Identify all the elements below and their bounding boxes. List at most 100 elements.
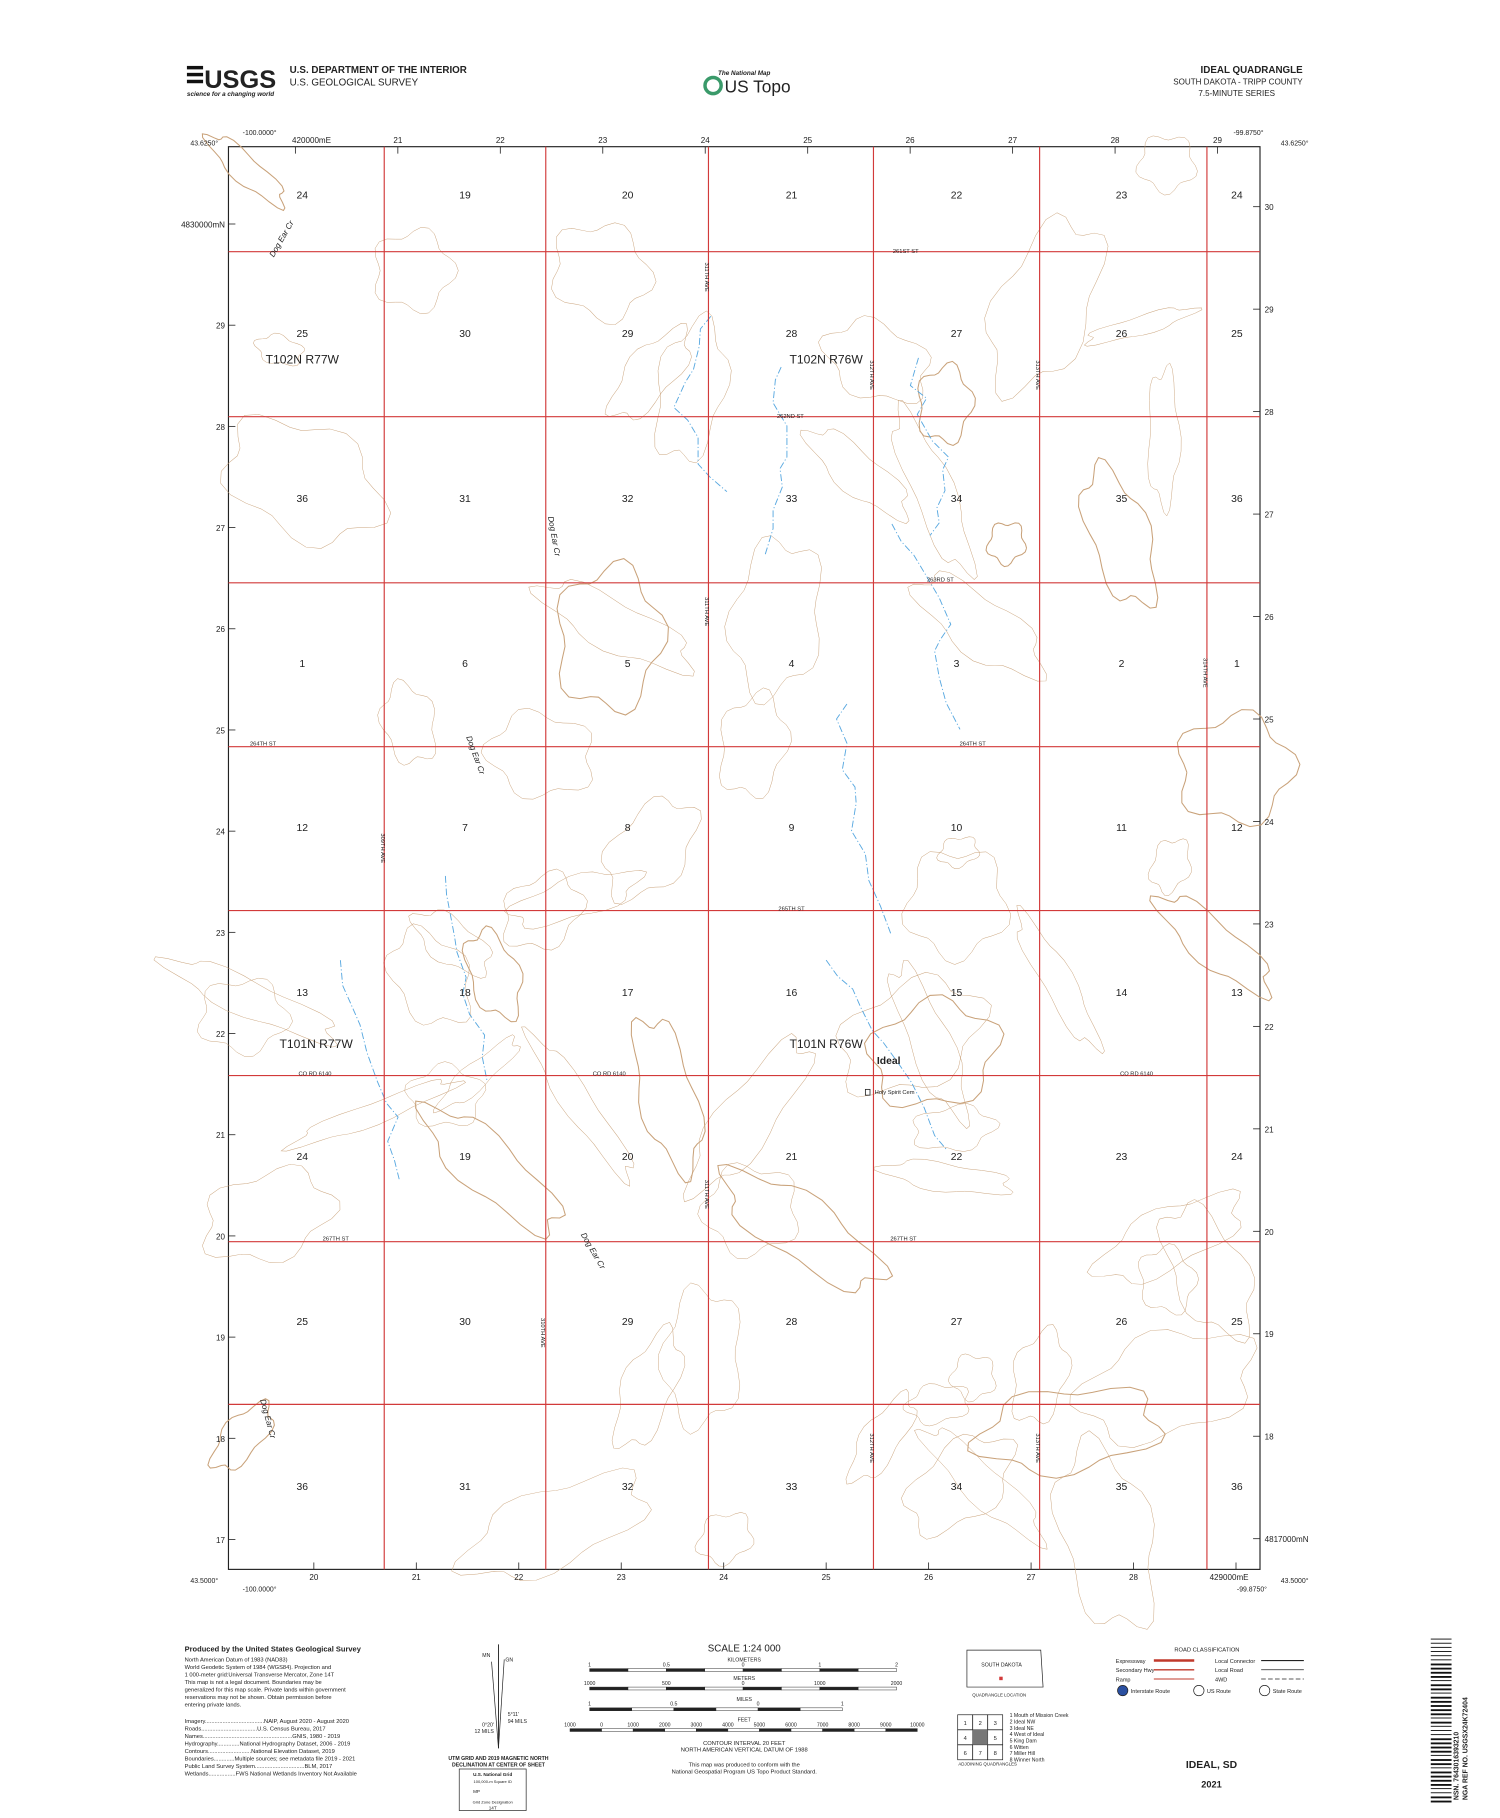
section-number: 13 [1231, 988, 1243, 999]
scale-bar [757, 1707, 801, 1711]
road-label: 267TH ST [323, 1237, 350, 1243]
usgs-tagline: science for a changing world [187, 91, 274, 98]
grid-tick-label: 22 [514, 1573, 523, 1582]
section-number: 2 [1119, 659, 1125, 670]
section-number: 29 [622, 1317, 634, 1328]
grid-tick-label: 4830000mN [181, 220, 225, 229]
barcode-bar [1430, 1680, 1452, 1682]
contour [1011, 1324, 1073, 1425]
barcode-bar [1430, 1709, 1452, 1712]
grid-tick-label: 23 [1265, 920, 1274, 929]
barcode-bar [1430, 1771, 1452, 1774]
scale-label: 2000 [891, 1681, 903, 1687]
stream [836, 703, 892, 934]
road-label: 261ST ST [893, 249, 919, 255]
barcode-bar [1430, 1788, 1452, 1790]
grid-tick-label: 21 [216, 1131, 225, 1140]
barcode-bar [1430, 1796, 1452, 1799]
scale-label: 1000 [627, 1722, 639, 1728]
scale-bar [704, 1668, 744, 1672]
barcode-bar [1430, 1705, 1452, 1707]
grid-tick-label: 24 [719, 1573, 728, 1582]
grid-tick-label: 22 [1265, 1023, 1274, 1032]
contour [1069, 1329, 1258, 1448]
grid-tick-label: 25 [1265, 715, 1274, 724]
adjoining-center [972, 1729, 988, 1745]
scale-unit: KILOMETERS [728, 1658, 762, 1664]
scale-label: 1 [588, 1662, 591, 1668]
section-number: 31 [459, 494, 471, 505]
barcode-bar [1430, 1746, 1452, 1749]
declination-label: 0°20' [482, 1722, 494, 1728]
grid-tick-label: 420000mE [292, 136, 332, 145]
section-number: 6 [462, 659, 468, 670]
section-number: 21 [786, 191, 798, 202]
declination-caption: DECLINATION AT CENTER OF SHEET [452, 1763, 546, 1769]
section-number: 21 [786, 1152, 798, 1163]
credit: Wetlands.................FWS National We… [185, 1771, 357, 1777]
contour [153, 956, 339, 1048]
legend-label: Interstate Route [1131, 1689, 1170, 1695]
section-number: 26 [1116, 329, 1128, 340]
barcode-bar [1430, 1696, 1452, 1699]
note: This map is not a legal document. Bounda… [185, 1680, 322, 1686]
barcode-bar [1430, 1775, 1452, 1778]
section-number: 1 [1234, 659, 1240, 670]
section-number: 24 [1231, 191, 1243, 202]
national-map: The National Map [718, 70, 771, 77]
scale-label: 1000 [814, 1681, 826, 1687]
scale-bar [822, 1728, 855, 1732]
credit: Roads...................................… [185, 1726, 326, 1732]
road-label: 263RD ST [927, 578, 954, 584]
adjoining-name: 3 Ideal NE [1010, 1726, 1035, 1732]
grid-tick-label: 19 [1265, 1330, 1274, 1339]
grid-tick-label: 28 [1111, 136, 1120, 145]
corner-coordinate: 43.5000° [190, 1577, 218, 1585]
usng: 100,000-m Square ID [473, 1779, 511, 1784]
barcode-bar [1430, 1767, 1452, 1769]
road-label: 264TH ST [250, 742, 277, 748]
adjoining-name: 1 Mouth of Mission Creek [1010, 1713, 1069, 1719]
location-marker [999, 1676, 1003, 1681]
contour [197, 977, 293, 1057]
scale-label: 3000 [691, 1722, 703, 1728]
section-number: 23 [1116, 1152, 1128, 1163]
legend-label: State Route [1273, 1689, 1302, 1695]
credit: Hydrography..............National Hydrog… [185, 1741, 351, 1747]
contour [383, 923, 472, 1026]
grid-tick-label: 29 [1213, 136, 1222, 145]
barcode-bar [1430, 1659, 1452, 1661]
section-number: 3 [954, 659, 960, 670]
barcode-bar [1430, 1671, 1452, 1674]
barcode-text: NGA REF NO. USGSX24K72404 [1463, 1697, 1470, 1800]
grid-tick-label: 17 [216, 1536, 225, 1545]
declination-label: 5°11' [508, 1712, 519, 1718]
contour [408, 909, 494, 979]
section-number: 17 [622, 988, 634, 999]
adjoining-name: 5 King Dam [1010, 1738, 1037, 1744]
avenue-label: 311TH AVE [703, 1180, 709, 1209]
barcode-text: NSN. 7643016393210 [1453, 1732, 1460, 1801]
legend-label: Expressway [1116, 1659, 1146, 1665]
note: North American Datum of 1983 (NAD83) [185, 1658, 288, 1664]
adjoining-name: 8 Winner North [1010, 1758, 1045, 1764]
section-number: 7 [462, 823, 468, 834]
note: World Geodetic System of 1984 (WGS84). P… [185, 1665, 332, 1671]
grid-tick-label: 26 [216, 625, 225, 634]
grid-tick-label: 25 [803, 136, 812, 145]
scale-bar [627, 1686, 667, 1691]
scale-bar [601, 1728, 634, 1732]
section-number: 15 [951, 988, 963, 999]
legend-title: ROAD CLASSIFICATION [1174, 1647, 1239, 1653]
corner-coordinate: -100.0000° [243, 1585, 277, 1593]
section-number: 36 [297, 494, 309, 505]
barcode-bar [1430, 1750, 1452, 1753]
scale-bar [781, 1668, 821, 1672]
section-number: 10 [951, 823, 963, 834]
grid-tick-label: 20 [1265, 1228, 1274, 1237]
note: reservations may not be shown. Obtain pe… [185, 1695, 332, 1701]
contour [724, 535, 822, 706]
state-name: SOUTH DAKOTA [981, 1662, 1022, 1668]
contour [902, 1383, 970, 1427]
scale-label: 1 [588, 1702, 591, 1708]
